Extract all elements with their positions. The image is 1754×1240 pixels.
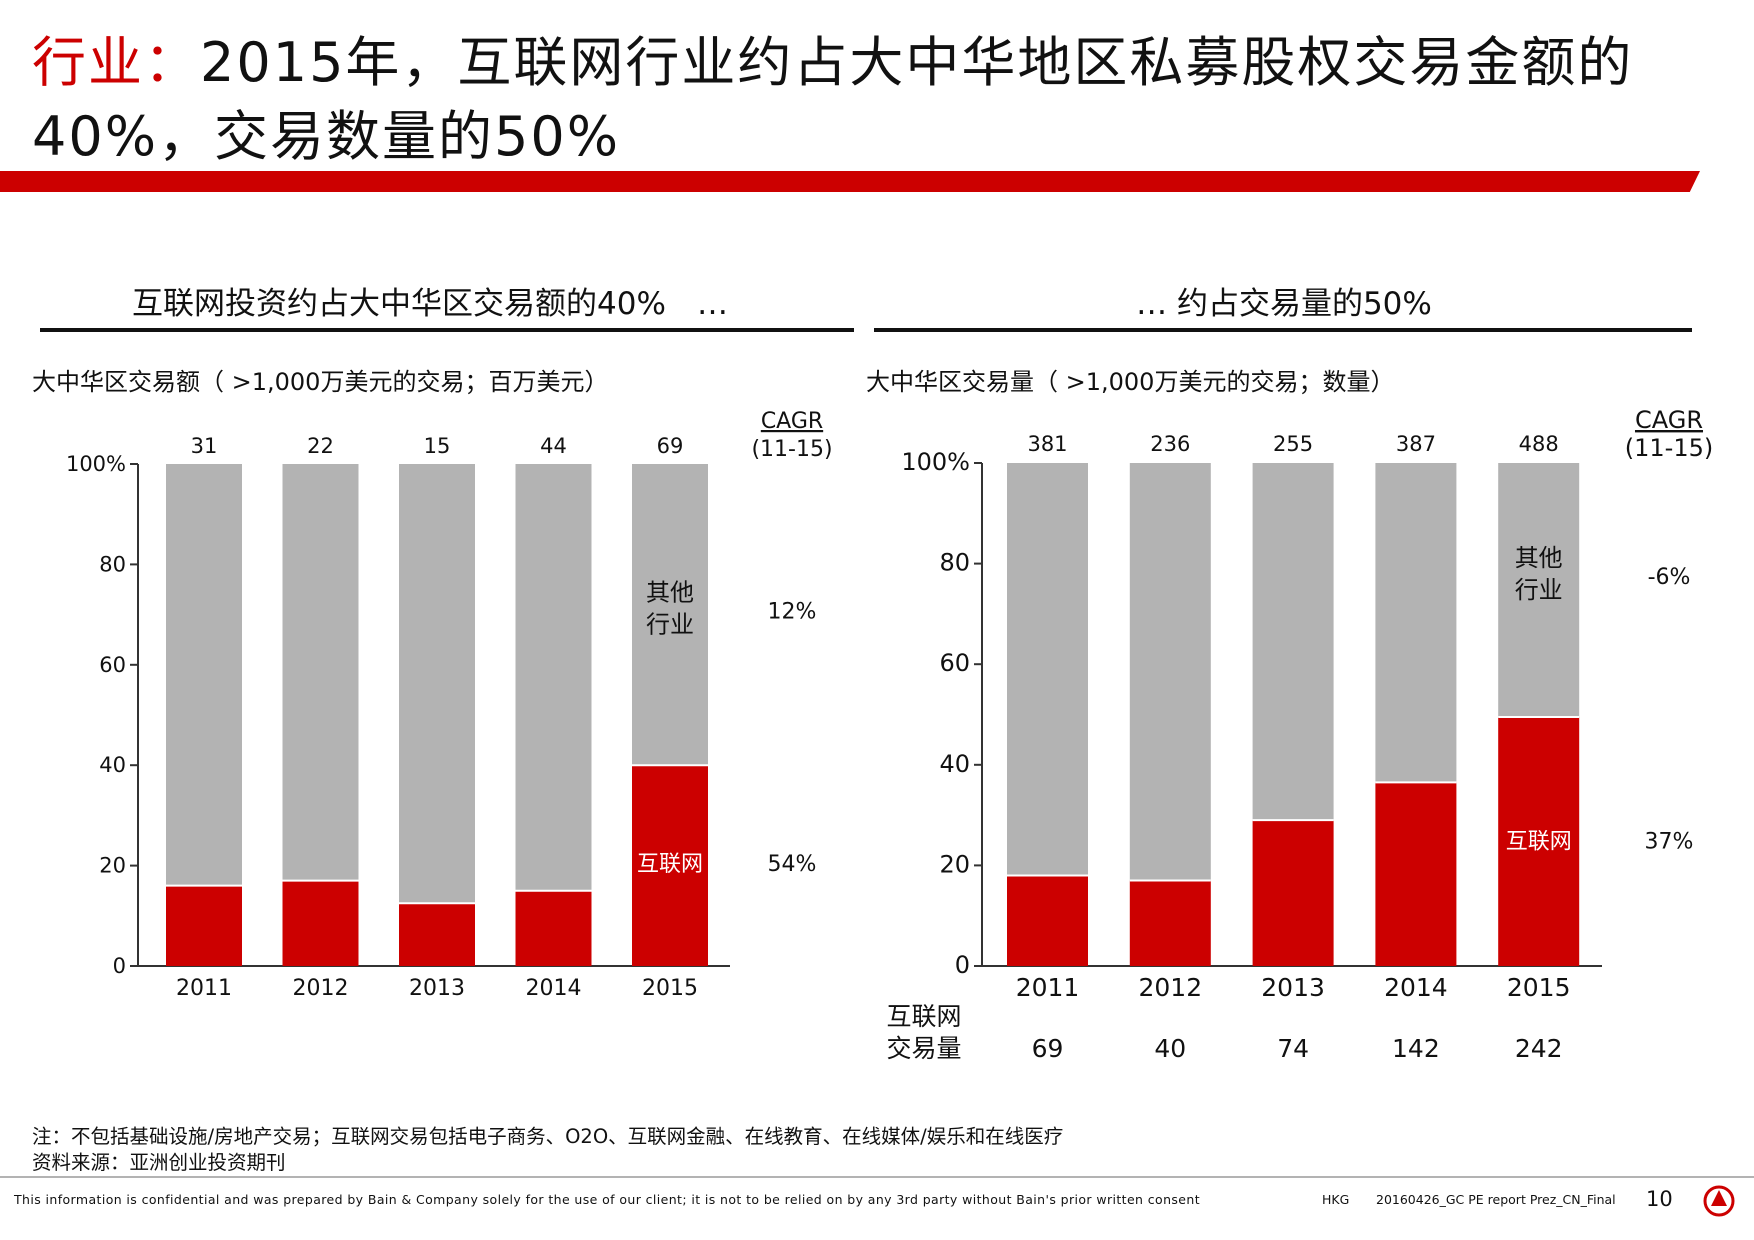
right-bar-internet-2013 xyxy=(1252,820,1334,966)
right-section-rule xyxy=(874,328,1692,332)
right-internet-count-2013: 74 xyxy=(1277,1034,1309,1063)
right-category-label-2015: 2015 xyxy=(1507,973,1571,1002)
right-chart-subtitle: 大中华区交易量（ >1,000万美元的交易；数量） xyxy=(866,368,1395,396)
right-cagr-internet-value: 37% xyxy=(1645,829,1694,854)
left-y-tick-label: 40 xyxy=(99,753,126,777)
left-bar-other-2012 xyxy=(282,464,359,881)
right-cagr-period: (11-15) xyxy=(1625,434,1713,462)
left-segment-label-other-line2: 行业 xyxy=(646,611,694,639)
title-text: 2015年，互联网行业约占大中华地区私募股权交易金额的40%，交易数量的50% xyxy=(32,31,1634,168)
right-category-label-2011: 2011 xyxy=(1016,973,1080,1002)
page-number: 10 xyxy=(1646,1187,1673,1211)
left-bar-other-2014 xyxy=(515,464,592,891)
left-cagr-internet-value: 54% xyxy=(768,852,817,877)
right-total-label-2013: 255 xyxy=(1273,432,1313,456)
left-y-tick-label: 100% xyxy=(66,452,126,476)
right-bar-other-2014 xyxy=(1375,463,1457,783)
right-total-label-2015: 488 xyxy=(1519,432,1559,456)
left-y-tick-label: 20 xyxy=(99,854,126,878)
right-total-label-2012: 236 xyxy=(1150,432,1190,456)
right-bottom-row-label-line1: 互联网 xyxy=(886,1002,961,1031)
left-total-label-2011: 31 xyxy=(191,434,218,458)
right-y-tick-label: 40 xyxy=(939,750,970,778)
right-bar-internet-2014 xyxy=(1375,782,1457,966)
right-internet-count-2012: 40 xyxy=(1154,1034,1186,1063)
source-note: 资料来源：亚洲创业投资期刊 xyxy=(32,1151,286,1174)
left-segment-label-other-line1: 其他 xyxy=(646,579,694,607)
left-segment-label-internet: 互联网 xyxy=(637,852,703,877)
bain-logo-icon xyxy=(1703,1185,1735,1217)
right-segment-label-other-line1: 其他 xyxy=(1515,544,1563,572)
confidentiality-notice: This information is confidential and was… xyxy=(14,1192,1201,1207)
right-cagr-other-value: -6% xyxy=(1648,565,1691,590)
right-section-title: … 约占交易量的50% xyxy=(1136,286,1432,322)
left-cagr-period: (11-15) xyxy=(751,437,832,462)
left-category-label-2013: 2013 xyxy=(409,976,465,1001)
right-bar-other-2015 xyxy=(1498,463,1580,718)
right-bar-internet-2012 xyxy=(1129,880,1211,966)
footer-file-name: 20160426_GC PE report Prez_CN_Final xyxy=(1376,1192,1616,1207)
left-total-label-2014: 44 xyxy=(540,434,567,458)
left-category-label-2014: 2014 xyxy=(526,976,582,1001)
right-y-tick-label: 100% xyxy=(901,448,970,476)
left-category-label-2012: 2012 xyxy=(293,976,349,1001)
right-bar-internet-2011 xyxy=(1007,875,1088,966)
left-chart-subtitle: 大中华区交易额（ >1,000万美元的交易；百万美元） xyxy=(32,368,609,396)
left-section-title: 互联网投资约占大中华区交易额的40% … xyxy=(132,286,728,322)
left-bar-internet-2011 xyxy=(166,885,242,966)
right-bar-other-2011 xyxy=(1007,463,1088,876)
left-bar-internet-2013 xyxy=(399,903,475,966)
left-cagr-header: CAGR xyxy=(761,409,823,434)
page-title: 行业：2015年，互联网行业约占大中华地区私募股权交易金额的40%，交易数量的5… xyxy=(32,26,1692,174)
right-internet-count-2011: 69 xyxy=(1032,1034,1064,1063)
left-bar-other-2015 xyxy=(632,464,708,766)
right-bar-internet-2015 xyxy=(1498,717,1580,966)
right-bar-other-2013 xyxy=(1252,463,1334,821)
left-bar-internet-2015 xyxy=(632,765,708,966)
right-category-label-2014: 2014 xyxy=(1384,973,1448,1002)
right-category-label-2013: 2013 xyxy=(1261,973,1325,1002)
left-total-label-2012: 22 xyxy=(307,434,334,458)
footer-rule xyxy=(0,1176,1754,1178)
left-category-label-2011: 2011 xyxy=(176,976,232,1001)
left-category-label-2015: 2015 xyxy=(642,976,698,1001)
right-total-label-2011: 381 xyxy=(1027,432,1067,456)
left-y-tick-label: 80 xyxy=(99,552,126,576)
right-category-label-2012: 2012 xyxy=(1138,973,1202,1002)
title-highlight: 行业： xyxy=(32,31,200,94)
left-section-rule xyxy=(40,328,854,332)
right-cagr-header: CAGR xyxy=(1635,406,1703,434)
left-y-tick-label: 60 xyxy=(99,653,126,677)
right-bottom-row-label-line2: 交易量 xyxy=(886,1034,961,1063)
left-total-label-2013: 15 xyxy=(424,434,451,458)
right-internet-count-2015: 242 xyxy=(1515,1034,1563,1063)
right-y-tick-label: 60 xyxy=(939,649,970,677)
right-internet-count-2014: 142 xyxy=(1392,1034,1440,1063)
title-divider-bar xyxy=(0,171,1700,192)
right-bar-other-2012 xyxy=(1129,463,1211,881)
right-y-tick-label: 0 xyxy=(955,951,970,979)
chart-note: 注：不包括基础设施/房地产交易；互联网交易包括电子商务、O2O、互联网金融、在线… xyxy=(32,1125,1064,1148)
left-y-tick-label: 0 xyxy=(113,954,126,978)
left-total-label-2015: 69 xyxy=(657,434,684,458)
left-bar-internet-2014 xyxy=(515,890,592,966)
left-bar-internet-2012 xyxy=(282,880,359,966)
right-segment-label-other-line2: 行业 xyxy=(1515,576,1563,604)
footer-office-code: HKG xyxy=(1322,1192,1350,1207)
left-cagr-other-value: 12% xyxy=(768,600,817,625)
right-y-tick-label: 20 xyxy=(939,850,970,878)
right-segment-label-internet: 互联网 xyxy=(1506,829,1572,854)
right-total-label-2014: 387 xyxy=(1396,432,1436,456)
left-bar-other-2011 xyxy=(166,464,242,886)
right-y-tick-label: 80 xyxy=(939,549,970,577)
left-bar-other-2013 xyxy=(399,464,475,904)
